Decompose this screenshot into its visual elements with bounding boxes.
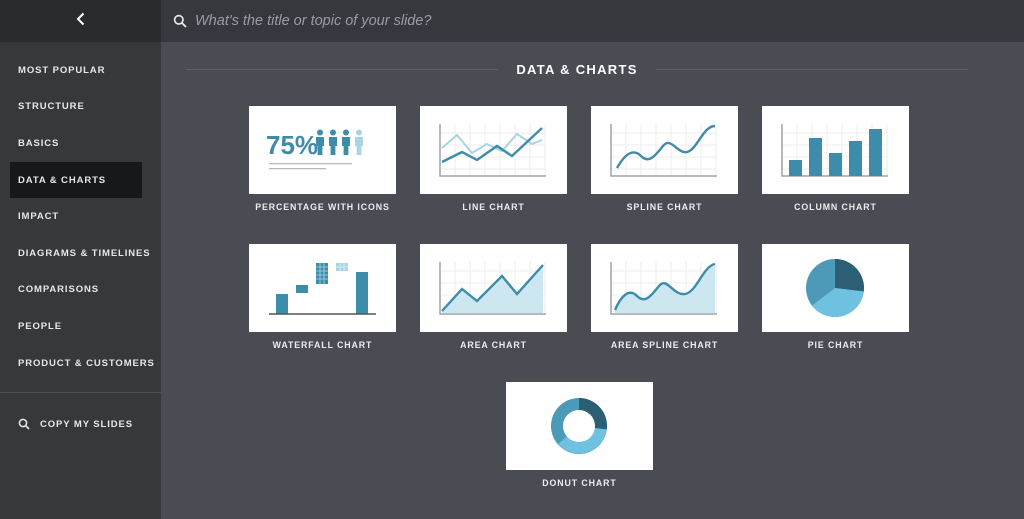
sidebar-item-data-charts[interactable]: DATA & CHARTS [10,161,142,199]
sidebar-item-structure[interactable]: STRUCTURE [0,89,161,126]
tile-label: AREA SPLINE CHART [610,340,719,350]
column-chart-thumbnail [762,106,909,194]
section-header: DATA & CHARTS [186,61,968,77]
spline-chart-thumbnail [591,106,738,194]
sidebar: MOST POPULAR STRUCTURE BASICS DATA & CHA… [0,0,161,519]
tile-pie-chart[interactable]: PIE CHART [762,244,909,350]
tile-label: SPLINE CHART [626,202,703,212]
sidebar-item-product-customers[interactable]: PRODUCT & CUSTOMERS [0,345,161,382]
section-title: DATA & CHARTS [516,61,638,77]
chevron-left-icon [75,12,87,31]
sidebar-item-comparisons[interactable]: COMPARISONS [0,272,161,309]
tile-label: PERCENTAGE WITH ICONS [255,202,390,212]
person-icon [355,129,363,155]
tile-percentage-with-icons[interactable]: 75% PERCENTAGE WITH ICONS [249,106,396,212]
sidebar-item-label: STRUCTURE [18,101,85,113]
sidebar-item-label: PEOPLE [18,320,62,332]
search-bar [161,0,1024,42]
caption-line [269,168,326,170]
tile-line-chart[interactable]: LINE CHART [420,106,567,212]
area-spline-chart-thumbnail [591,244,738,332]
sidebar-item-diagrams-timelines[interactable]: DIAGRAMS & TIMELINES [0,235,161,272]
copy-my-slides-label: COPY MY SLIDES [40,418,134,430]
area-chart-thumbnail [420,244,567,332]
percentage-value: 75% [266,130,318,160]
tile-column-chart[interactable]: COLUMN CHART [762,106,909,212]
tile-label: WATERFALL CHART [272,340,373,350]
tile-label: COLUMN CHART [794,202,877,212]
sidebar-item-label: DATA & CHARTS [18,174,107,186]
pie-chart-thumbnail [762,244,909,332]
tile-area-chart[interactable]: AREA CHART [420,244,567,350]
tile-label: PIE CHART [807,340,864,350]
tile-donut-chart[interactable]: DONUT CHART [506,382,653,488]
sidebar-item-impact[interactable]: IMPACT [0,198,161,235]
sidebar-item-label: PRODUCT & CUSTOMERS [18,357,155,369]
section-divider-left [186,68,499,70]
search-icon [18,418,30,430]
waterfall-chart-thumbnail [249,244,396,332]
tile-label: DONUT CHART [542,478,617,488]
tile-label: AREA CHART [460,340,527,350]
caption-line [269,163,352,165]
person-icon [329,129,337,155]
back-button[interactable] [0,0,161,42]
main-content: DATA & CHARTS 75% [161,42,1024,519]
tile-spline-chart[interactable]: SPLINE CHART [591,106,738,212]
sidebar-item-label: BASICS [18,137,60,149]
line-chart-thumbnail [420,106,567,194]
copy-my-slides-link[interactable]: COPY MY SLIDES [18,418,133,430]
search-icon [173,14,187,28]
sidebar-item-basics[interactable]: BASICS [0,125,161,162]
tile-waterfall-chart[interactable]: WATERFALL CHART [249,244,396,350]
tile-label: LINE CHART [462,202,525,212]
sidebar-divider [0,392,161,393]
donut-chart-thumbnail [506,382,653,470]
slide-search-input[interactable] [195,6,1024,36]
sidebar-item-label: DIAGRAMS & TIMELINES [18,247,151,259]
sidebar-item-label: COMPARISONS [18,284,99,296]
tile-area-spline-chart[interactable]: AREA SPLINE CHART [591,244,738,350]
section-divider-right [655,68,968,70]
sidebar-item-people[interactable]: PEOPLE [0,308,161,345]
sidebar-item-most-popular[interactable]: MOST POPULAR [0,52,161,89]
percentage-with-icons-thumbnail: 75% [249,106,396,194]
person-icon [342,129,350,155]
category-nav: MOST POPULAR STRUCTURE BASICS DATA & CHA… [0,42,161,381]
person-icon [316,129,324,155]
sidebar-item-label: IMPACT [18,211,60,223]
sidebar-item-label: MOST POPULAR [18,64,106,76]
